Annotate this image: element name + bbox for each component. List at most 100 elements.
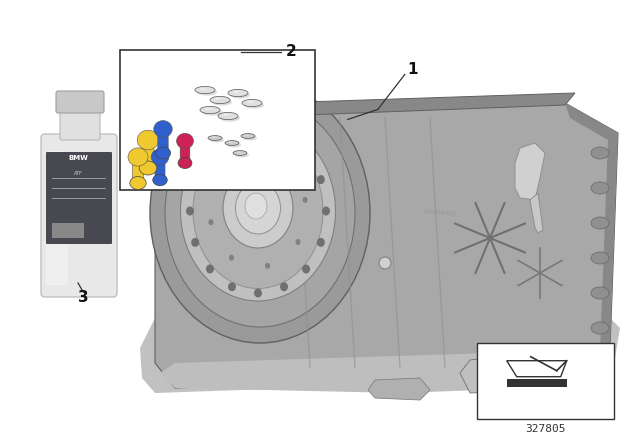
Ellipse shape <box>282 161 287 167</box>
Polygon shape <box>555 103 618 373</box>
FancyBboxPatch shape <box>41 134 117 297</box>
Ellipse shape <box>212 99 232 106</box>
Polygon shape <box>160 343 610 393</box>
Ellipse shape <box>232 90 239 93</box>
Ellipse shape <box>154 121 172 138</box>
Ellipse shape <box>235 153 249 157</box>
Text: BMW: BMW <box>68 155 88 161</box>
Ellipse shape <box>227 142 241 147</box>
Ellipse shape <box>317 238 325 247</box>
Ellipse shape <box>206 149 214 158</box>
Ellipse shape <box>150 83 370 343</box>
Ellipse shape <box>296 239 301 245</box>
Polygon shape <box>155 103 618 388</box>
Ellipse shape <box>195 86 215 94</box>
FancyBboxPatch shape <box>155 156 165 181</box>
Ellipse shape <box>236 182 280 234</box>
Ellipse shape <box>280 282 288 291</box>
Ellipse shape <box>210 138 224 142</box>
Ellipse shape <box>208 136 222 140</box>
Ellipse shape <box>591 182 609 194</box>
Ellipse shape <box>379 257 391 269</box>
Ellipse shape <box>244 134 249 136</box>
Ellipse shape <box>200 107 220 114</box>
Ellipse shape <box>220 114 240 121</box>
Ellipse shape <box>128 148 148 166</box>
Ellipse shape <box>317 175 325 184</box>
Ellipse shape <box>216 177 221 183</box>
Ellipse shape <box>591 287 609 299</box>
Polygon shape <box>460 353 570 393</box>
Ellipse shape <box>591 147 609 159</box>
Bar <box>507 379 567 387</box>
Ellipse shape <box>236 151 241 153</box>
Bar <box>52 223 84 238</box>
Ellipse shape <box>151 149 169 165</box>
Ellipse shape <box>591 322 609 334</box>
Ellipse shape <box>210 96 230 103</box>
Ellipse shape <box>591 252 609 264</box>
FancyBboxPatch shape <box>132 156 143 184</box>
Ellipse shape <box>244 101 264 108</box>
Ellipse shape <box>202 108 222 116</box>
Text: 327805: 327805 <box>525 424 566 434</box>
Ellipse shape <box>228 131 236 140</box>
Ellipse shape <box>191 238 199 247</box>
FancyBboxPatch shape <box>60 108 100 140</box>
Ellipse shape <box>246 153 251 159</box>
Ellipse shape <box>186 207 194 215</box>
Text: 1: 1 <box>408 62 418 77</box>
Ellipse shape <box>178 158 192 168</box>
Ellipse shape <box>246 101 253 103</box>
Ellipse shape <box>241 134 255 138</box>
Ellipse shape <box>200 88 207 90</box>
Ellipse shape <box>228 282 236 291</box>
Ellipse shape <box>205 108 211 110</box>
Ellipse shape <box>130 177 146 190</box>
Polygon shape <box>368 378 430 400</box>
Ellipse shape <box>193 134 323 289</box>
Text: GA8HP45Z: GA8HP45Z <box>423 209 457 217</box>
Bar <box>120 50 315 190</box>
Ellipse shape <box>209 219 214 225</box>
Ellipse shape <box>197 88 217 95</box>
Ellipse shape <box>322 207 330 215</box>
Ellipse shape <box>302 149 310 158</box>
Ellipse shape <box>156 147 170 159</box>
Ellipse shape <box>591 217 609 229</box>
Ellipse shape <box>254 125 262 134</box>
FancyBboxPatch shape <box>46 152 112 244</box>
Ellipse shape <box>228 142 233 143</box>
Ellipse shape <box>302 264 310 273</box>
Polygon shape <box>175 93 575 120</box>
Ellipse shape <box>280 131 288 140</box>
FancyBboxPatch shape <box>46 151 68 285</box>
Ellipse shape <box>254 289 262 297</box>
Ellipse shape <box>206 264 214 273</box>
Ellipse shape <box>228 90 248 97</box>
Ellipse shape <box>153 174 167 186</box>
Ellipse shape <box>243 136 257 140</box>
Ellipse shape <box>139 161 157 175</box>
Text: 2: 2 <box>286 44 296 59</box>
Ellipse shape <box>229 254 234 261</box>
Ellipse shape <box>303 197 308 203</box>
Ellipse shape <box>218 112 238 120</box>
Ellipse shape <box>265 263 270 269</box>
Text: 3: 3 <box>78 290 88 306</box>
FancyBboxPatch shape <box>158 128 168 154</box>
FancyBboxPatch shape <box>180 140 190 164</box>
Ellipse shape <box>223 168 293 248</box>
Ellipse shape <box>177 134 193 149</box>
Ellipse shape <box>223 114 230 116</box>
Text: ATF: ATF <box>74 171 83 176</box>
Ellipse shape <box>211 136 216 138</box>
Polygon shape <box>140 303 620 393</box>
Ellipse shape <box>180 121 335 301</box>
Bar <box>477 343 614 419</box>
Ellipse shape <box>191 175 199 184</box>
Ellipse shape <box>225 141 239 146</box>
Ellipse shape <box>242 99 262 107</box>
Ellipse shape <box>165 99 355 327</box>
Ellipse shape <box>233 151 247 155</box>
